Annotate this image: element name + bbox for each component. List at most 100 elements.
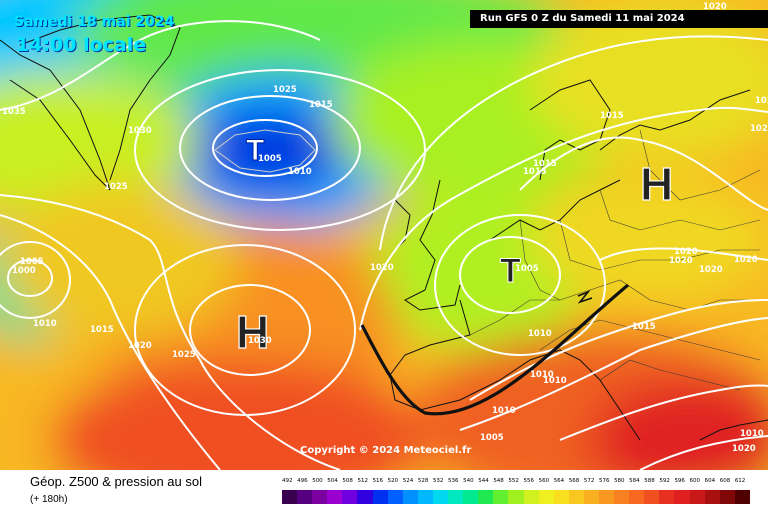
svg-text:1010: 1010 xyxy=(740,429,764,439)
scale-swatch xyxy=(719,490,735,504)
svg-text:1015: 1015 xyxy=(309,100,333,110)
weather-map: 1035 1030 1025 1025 1015 1010 1005 1000 … xyxy=(0,0,768,470)
scale-swatch xyxy=(704,490,720,504)
scale-swatch xyxy=(508,490,524,504)
scale-swatch xyxy=(629,490,645,504)
scale-swatch xyxy=(417,490,433,504)
high-center-azores: H xyxy=(236,306,269,358)
scale-label: 492 xyxy=(282,478,293,484)
svg-text:1010: 1010 xyxy=(33,319,57,329)
scale-label: 508 xyxy=(342,478,353,484)
scale-swatch xyxy=(523,490,539,504)
scale-label: 588 xyxy=(644,478,655,484)
scale-label: 536 xyxy=(448,478,459,484)
scale-label: 548 xyxy=(493,478,504,484)
svg-text:1020: 1020 xyxy=(703,2,727,12)
copyright-text: Copyright © 2024 Meteociel.fr xyxy=(300,445,472,456)
svg-text:1000: 1000 xyxy=(12,266,36,276)
scale-swatch xyxy=(372,490,388,504)
svg-text:1030: 1030 xyxy=(128,126,152,136)
svg-text:1020: 1020 xyxy=(732,444,756,454)
legend-subtitle: (+ 180h) xyxy=(30,494,68,505)
front-marker xyxy=(577,290,593,304)
scale-swatch xyxy=(282,490,298,504)
scale-label: 504 xyxy=(327,478,338,484)
scale-label: 532 xyxy=(432,478,444,484)
svg-text:1035: 1035 xyxy=(2,107,26,117)
weather-front xyxy=(360,283,630,416)
scale-label: 600 xyxy=(689,478,701,484)
svg-text:1010: 1010 xyxy=(530,370,554,380)
forecast-date: Samedi 18 mai 2024 xyxy=(14,14,175,30)
low-center-iceland: T xyxy=(246,134,264,167)
scale-label: 516 xyxy=(372,478,384,484)
scale-label: 564 xyxy=(553,478,565,484)
scale-label: 568 xyxy=(568,478,580,484)
scale-label: 512 xyxy=(357,478,368,484)
scale-label: 544 xyxy=(478,478,489,484)
svg-text:1005: 1005 xyxy=(480,433,504,443)
scale-label: 500 xyxy=(312,478,323,484)
scale-label: 556 xyxy=(523,478,535,484)
scale-swatch xyxy=(689,490,705,504)
scale-swatch xyxy=(342,490,358,504)
scale-swatch xyxy=(538,490,554,504)
pressure-centers: T 1005 T 1005 H 1030 H xyxy=(235,134,673,359)
scale-label: 496 xyxy=(297,478,308,484)
forecast-time: 14:00 locale xyxy=(16,34,147,56)
scale-swatch xyxy=(448,490,464,504)
map-canvas: 1035 1030 1025 1025 1015 1010 1005 1000 … xyxy=(0,0,768,470)
scale-swatch xyxy=(327,490,343,504)
svg-text:102: 102 xyxy=(755,96,768,106)
svg-text:1010: 1010 xyxy=(492,406,516,416)
scale-swatch xyxy=(674,490,690,504)
scale-swatch xyxy=(463,490,479,504)
scale-label: 540 xyxy=(463,478,474,484)
svg-text:1005: 1005 xyxy=(20,257,44,267)
svg-text:1025: 1025 xyxy=(273,85,297,95)
color-scale-labels: 492 496 500 504 508 512 516 520 524 528 532 536 540 5… xyxy=(282,478,750,488)
scale-swatch xyxy=(357,490,373,504)
svg-text:1010: 1010 xyxy=(543,376,567,386)
svg-text:1015: 1015 xyxy=(533,159,557,169)
svg-text:1015: 1015 xyxy=(632,322,656,332)
svg-text:1025: 1025 xyxy=(172,350,196,360)
isobars xyxy=(0,20,768,470)
scale-label: 580 xyxy=(614,478,625,484)
scale-swatch xyxy=(402,490,418,504)
scale-swatch xyxy=(583,490,599,504)
svg-text:1010: 1010 xyxy=(528,329,552,339)
geopotential-field xyxy=(0,0,768,470)
scale-label: 608 xyxy=(719,478,731,484)
svg-text:1025: 1025 xyxy=(104,182,128,192)
svg-text:1020: 1020 xyxy=(674,247,698,257)
color-scale: 492 496 500 504 508 512 516 520 524 528 532 536 540 5… xyxy=(282,478,750,506)
scale-label: 528 xyxy=(417,478,429,484)
scale-label: 612 xyxy=(734,478,746,484)
pressure-labels: 1035 1030 1025 1025 1015 1010 1005 1000 … xyxy=(2,2,768,454)
scale-label: 592 xyxy=(659,478,670,484)
svg-text:1020: 1020 xyxy=(370,263,394,273)
svg-text:1015: 1015 xyxy=(90,325,114,335)
legend-footer: Géop. Z500 & pression au sol (+ 180h) 49… xyxy=(0,470,768,512)
scale-label: 520 xyxy=(387,478,399,484)
scale-label: 552 xyxy=(508,478,519,484)
scale-swatch xyxy=(432,490,449,504)
legend-title: Géop. Z500 & pression au sol xyxy=(30,474,202,489)
high-center-russia: H xyxy=(640,158,673,210)
svg-text:1005: 1005 xyxy=(258,154,282,164)
scale-label: 576 xyxy=(598,478,610,484)
svg-text:102: 102 xyxy=(750,124,768,134)
scale-swatch xyxy=(478,490,494,504)
svg-text:1020: 1020 xyxy=(128,341,152,351)
scale-label: 524 xyxy=(402,478,414,484)
svg-text:1030: 1030 xyxy=(248,336,272,346)
scale-swatch xyxy=(568,490,584,504)
scale-label: 572 xyxy=(583,478,595,484)
svg-text:1020: 1020 xyxy=(699,265,723,275)
color-scale-bar xyxy=(282,490,750,504)
low-center-benelux: T xyxy=(500,252,521,290)
scale-swatch xyxy=(734,490,750,504)
scale-swatch xyxy=(614,490,630,504)
scale-swatch xyxy=(659,490,675,504)
